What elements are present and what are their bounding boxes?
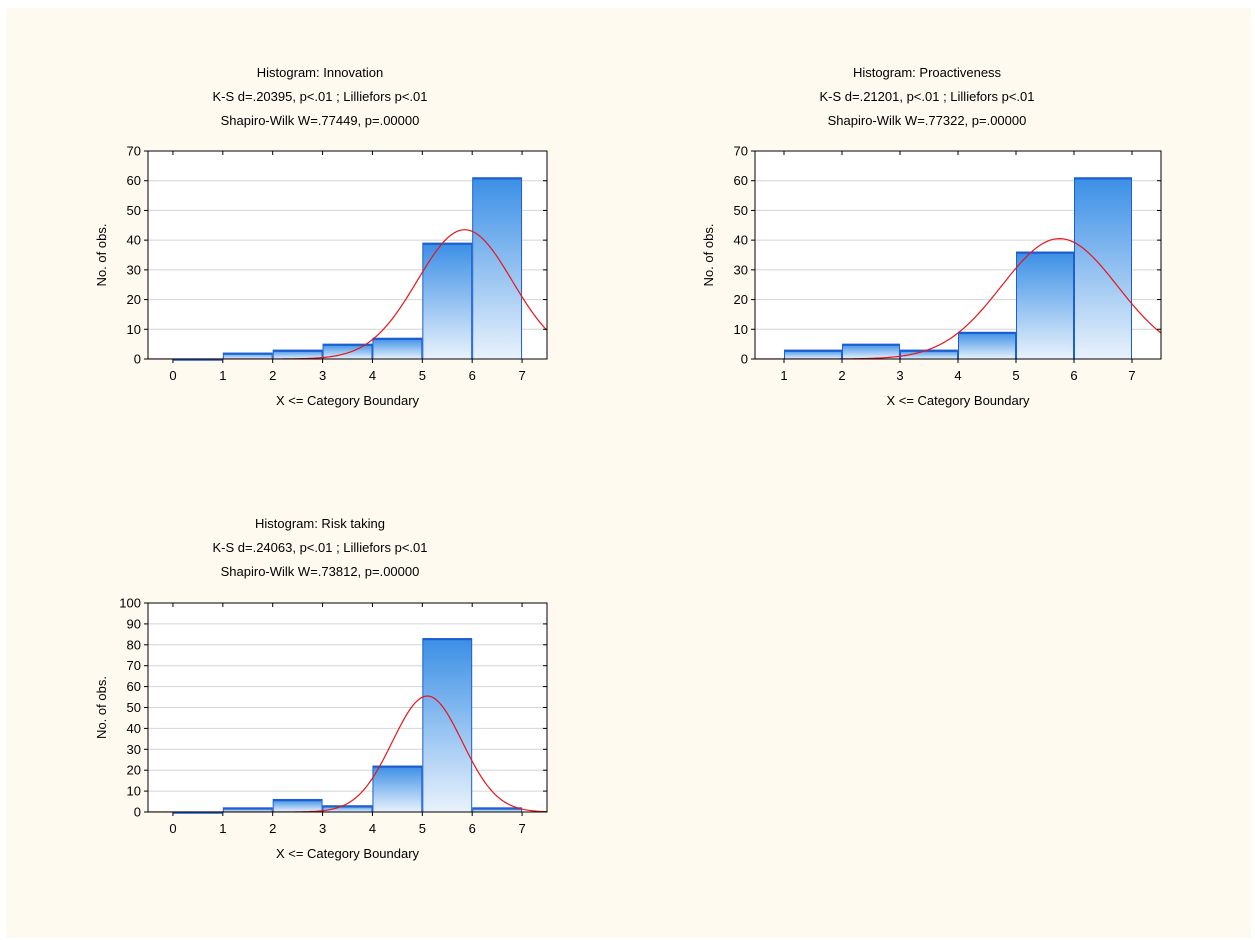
histogram-bar	[472, 177, 523, 360]
chart-title: Histogram: Innovation	[257, 65, 383, 80]
x-axis-label: X <= Category Boundary	[276, 846, 420, 861]
chart-title: Histogram: Proactiveness	[853, 65, 1002, 80]
x-tick-label: 7	[1128, 368, 1135, 383]
y-tick-label: 20	[127, 763, 141, 778]
x-tick-label: 7	[518, 368, 525, 383]
chart-subtitle-line: K-S d=.24063, p<.01 ; Lilliefors p<.01	[212, 540, 427, 555]
y-tick-label: 70	[127, 144, 141, 159]
x-tick-label: 0	[169, 821, 176, 836]
y-tick-label: 70	[127, 658, 141, 673]
y-tick-label: 0	[134, 805, 141, 820]
x-tick-label: 3	[896, 368, 903, 383]
x-tick-label: 0	[169, 368, 176, 383]
histogram-bar	[1016, 251, 1074, 360]
normal-curve	[148, 229, 547, 359]
x-tick-label: 1	[219, 368, 226, 383]
histogram-bar	[422, 638, 473, 813]
histogram-chart-3: Histogram: Risk taking K-S d=.24063, p<.0…	[94, 516, 548, 861]
y-tick-label: 50	[127, 203, 141, 218]
y-tick-label: 60	[127, 679, 141, 694]
chart-subtitle-line: K-S d=.20395, p<.01 ; Lilliefors p<.01	[212, 89, 427, 104]
y-tick-label: 60	[734, 173, 748, 188]
x-tick-label: 3	[319, 821, 326, 836]
y-tick-label: 20	[734, 292, 748, 307]
y-tick-label: 40	[127, 233, 141, 248]
chart-title: Histogram: Risk taking	[255, 516, 385, 531]
y-tick-label: 50	[734, 203, 748, 218]
y-tick-label: 20	[127, 292, 141, 307]
chart-subtitle-line: K-S d=.21201, p<.01 ; Lilliefors p<.01	[819, 89, 1034, 104]
x-tick-label: 2	[838, 368, 845, 383]
chart-subtitle-line: Shapiro-Wilk W=.77449, p=.00000	[221, 113, 420, 128]
y-tick-label: 0	[134, 352, 141, 367]
x-tick-label: 5	[419, 821, 426, 836]
x-axis-label: X <= Category Boundary	[276, 393, 420, 408]
y-tick-label: 30	[127, 262, 141, 277]
x-tick-label: 6	[469, 821, 476, 836]
histogram-bar	[958, 331, 1016, 360]
x-tick-label: 1	[780, 368, 787, 383]
histogram-bar	[422, 242, 473, 360]
y-tick-label: 10	[127, 784, 141, 799]
histogram-bar	[1074, 177, 1132, 360]
y-tick-label: 40	[734, 233, 748, 248]
chart-subtitle-line: Shapiro-Wilk W=.73812, p=.00000	[221, 564, 420, 579]
x-tick-label: 4	[954, 368, 961, 383]
y-axis-label: No. of obs.	[94, 224, 109, 287]
y-tick-label: 40	[127, 721, 141, 736]
y-tick-label: 90	[127, 616, 141, 631]
y-tick-label: 50	[127, 700, 141, 715]
x-tick-label: 3	[319, 368, 326, 383]
y-tick-label: 30	[734, 262, 748, 277]
x-tick-label: 5	[1012, 368, 1019, 383]
x-tick-label: 2	[269, 368, 276, 383]
histogram-bar	[272, 798, 323, 813]
y-tick-label: 10	[127, 322, 141, 337]
y-axis-label: No. of obs.	[94, 676, 109, 739]
y-axis-label: No. of obs.	[701, 224, 716, 287]
histogram-bar	[372, 765, 423, 813]
y-tick-label: 10	[734, 322, 748, 337]
x-tick-label: 6	[469, 368, 476, 383]
y-tick-label: 30	[127, 742, 141, 757]
chart-subtitle-line: Shapiro-Wilk W=.77322, p=.00000	[828, 113, 1027, 128]
histogram-bar	[372, 337, 423, 360]
y-tick-label: 100	[119, 596, 141, 611]
normal-curve	[148, 695, 547, 812]
x-tick-label: 5	[419, 368, 426, 383]
y-tick-label: 80	[127, 637, 141, 652]
y-tick-label: 70	[734, 144, 748, 159]
y-tick-label: 60	[127, 173, 141, 188]
x-tick-label: 7	[518, 821, 525, 836]
histogram-chart-1: Histogram: Innovation K-S d=.20395, p<.01…	[94, 65, 548, 408]
y-tick-label: 0	[741, 352, 748, 367]
x-tick-label: 2	[269, 821, 276, 836]
x-tick-label: 4	[369, 368, 376, 383]
x-axis-label: X <= Category Boundary	[886, 393, 1030, 408]
x-tick-label: 4	[369, 821, 376, 836]
x-tick-label: 1	[219, 821, 226, 836]
plot-frame	[147, 150, 548, 360]
x-tick-label: 6	[1070, 368, 1077, 383]
histogram-chart-2: Histogram: Proactiveness K-S d=.21201, p<…	[701, 65, 1162, 408]
